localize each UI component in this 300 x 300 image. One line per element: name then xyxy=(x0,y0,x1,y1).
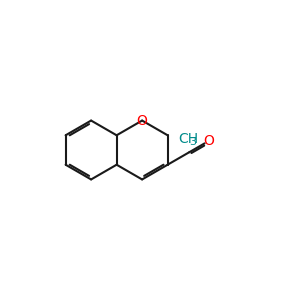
Text: O: O xyxy=(137,114,148,128)
Text: CH: CH xyxy=(178,132,198,146)
Text: O: O xyxy=(204,134,214,148)
Text: 3: 3 xyxy=(189,137,196,148)
